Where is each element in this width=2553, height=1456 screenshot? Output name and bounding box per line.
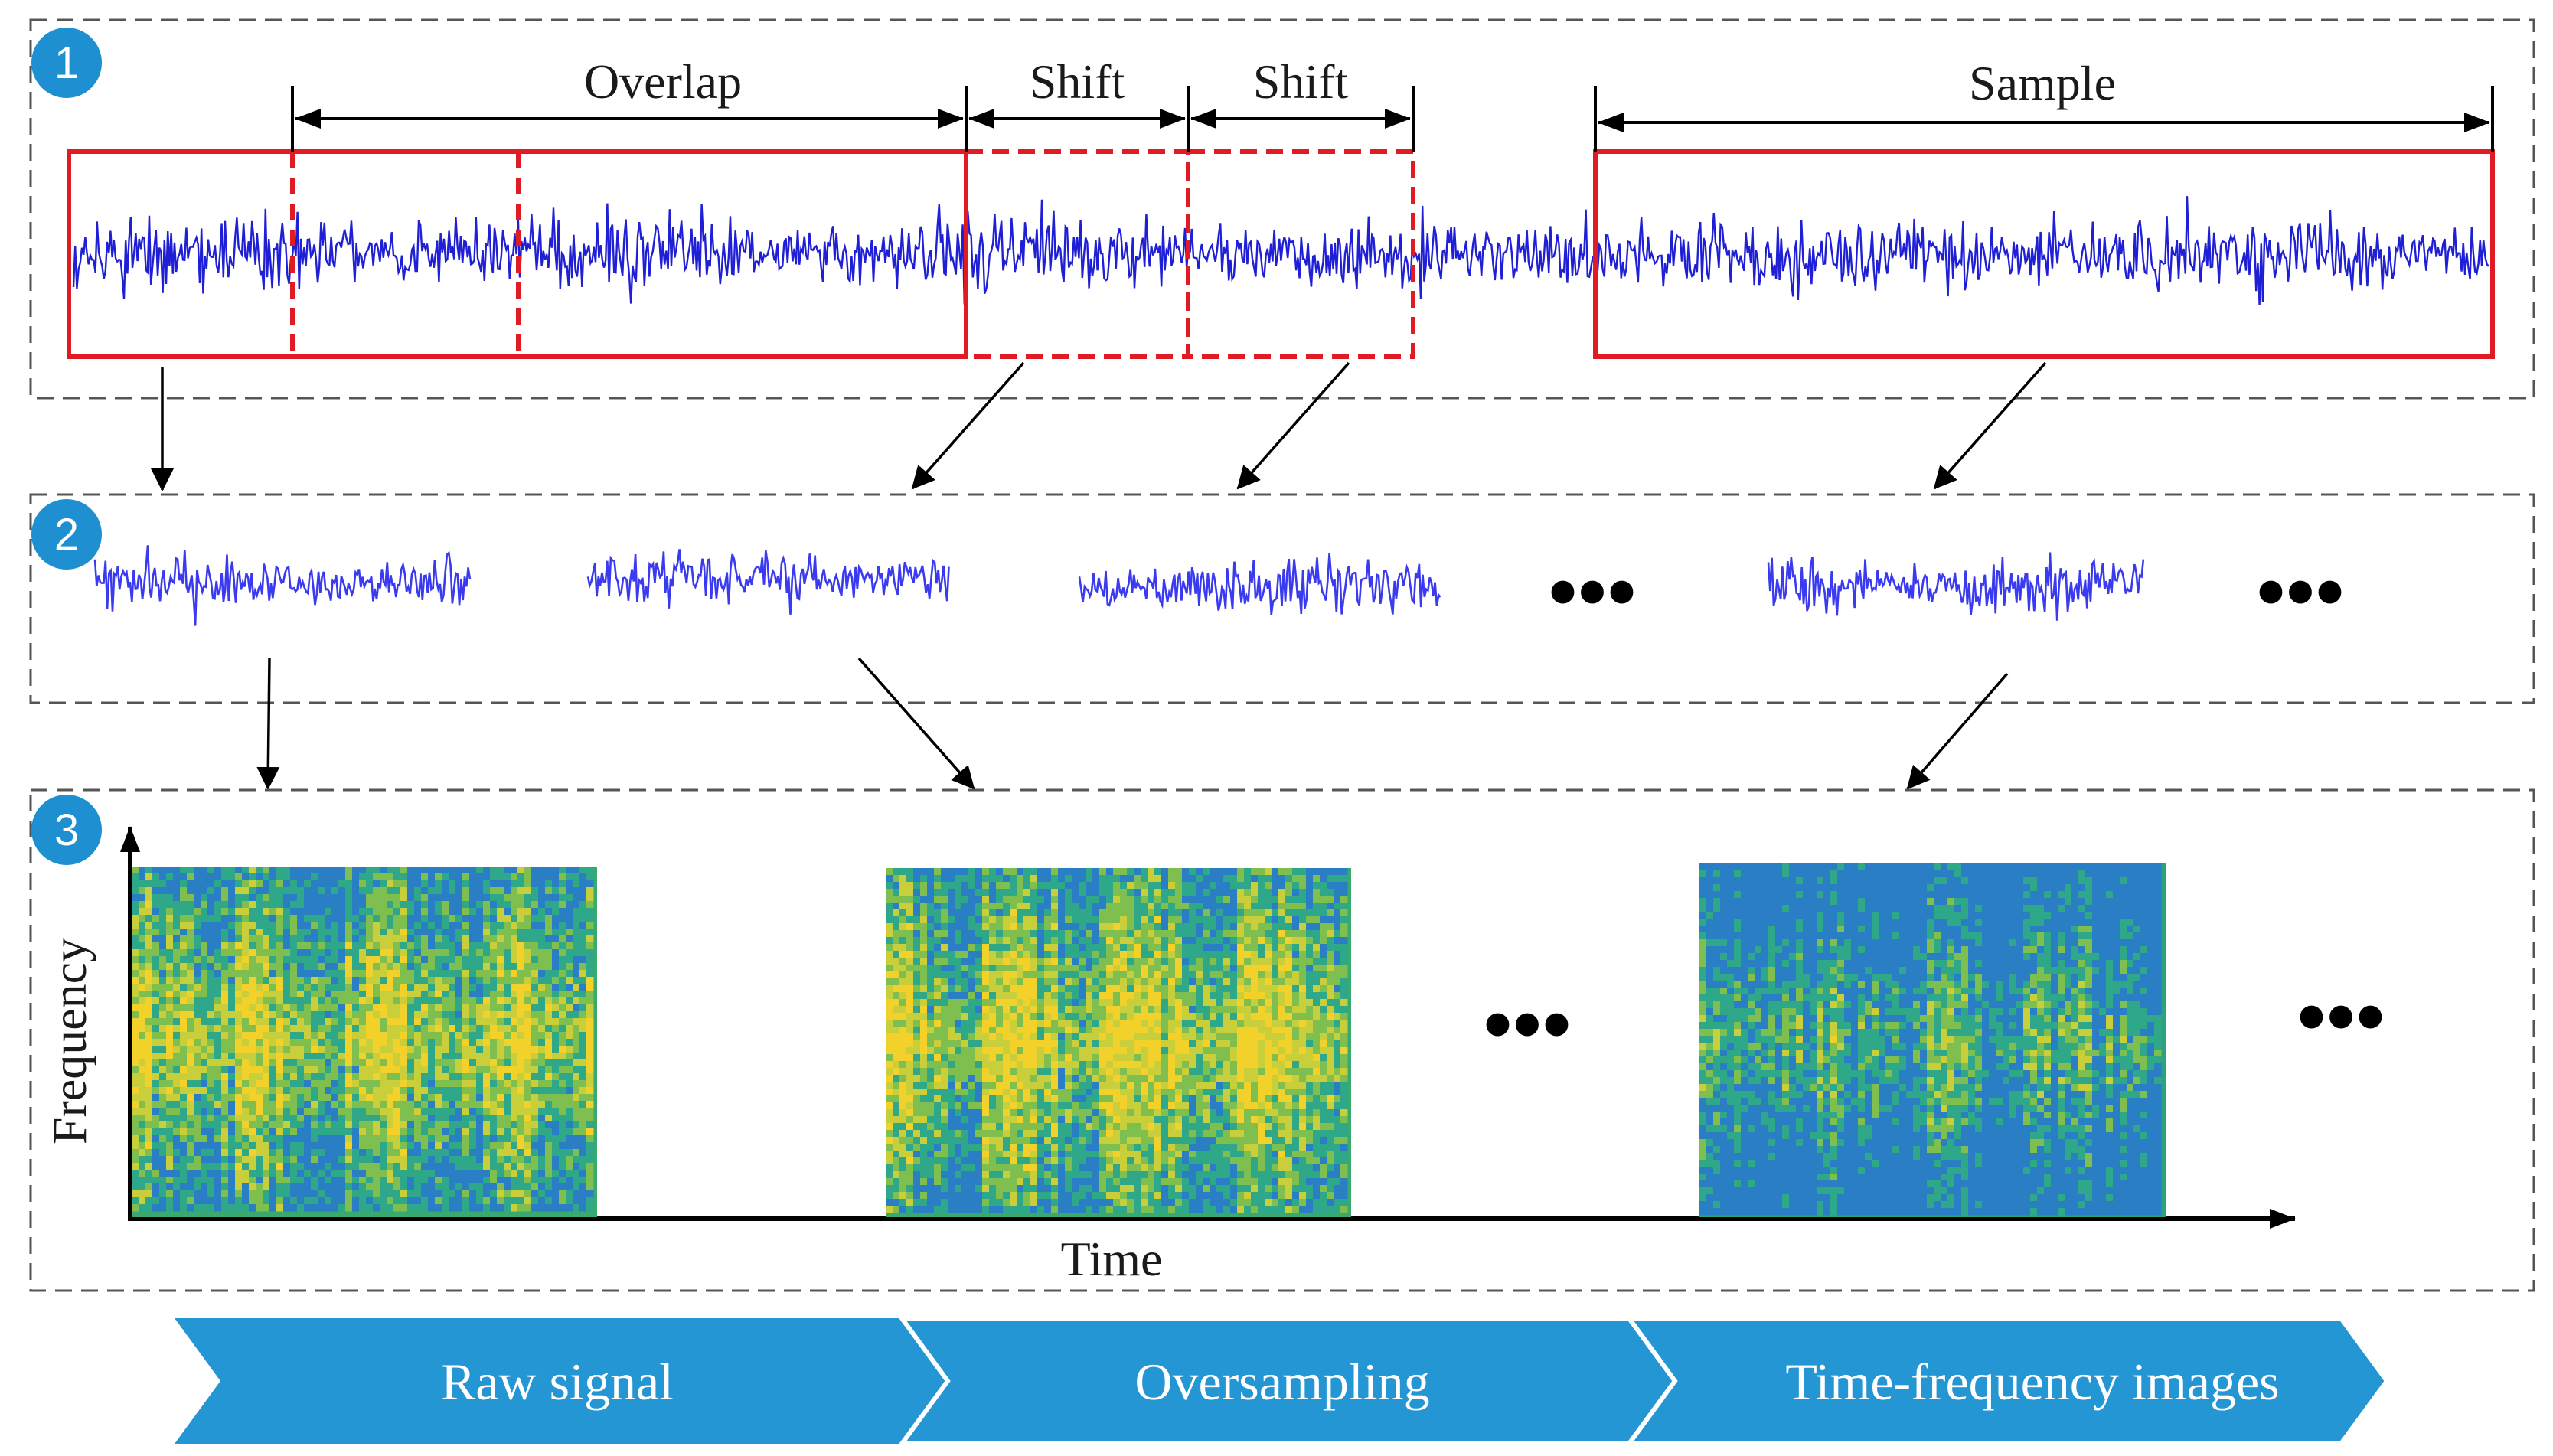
step-oversampling-label: Oversampling: [1134, 1353, 1429, 1411]
overlap-dimension: Overlap: [291, 54, 964, 152]
panel-2-badge: 2: [31, 499, 102, 570]
spectrogram-image: [132, 867, 597, 1217]
segments-ellipsis-1: •••: [1548, 545, 1637, 638]
shift-1-dimension: Shift: [965, 54, 1186, 152]
frequency-label: Frequency: [42, 938, 96, 1144]
segments-ellipsis-2: •••: [2256, 545, 2345, 638]
step-raw-signal: Raw signal: [175, 1318, 948, 1444]
panel-3-badge-number: 3: [54, 805, 79, 855]
panel-2-badge-number: 2: [54, 510, 79, 560]
step-time-frequency-images-label: Time-frequency images: [1785, 1353, 2279, 1411]
panel-raw-signal: 1 Overlap Shift Shift: [29, 18, 2535, 400]
panel-3-frame: [29, 788, 2535, 1292]
window-shift-2: [1186, 149, 1415, 359]
process-flow: Raw signal Oversampling Time-frequency i…: [175, 1316, 2390, 1446]
panel-2-frame: [29, 493, 2535, 704]
spectrogram-ellipsis-1: •••: [1483, 978, 1572, 1071]
spectrogram-image: [886, 868, 1351, 1217]
step-raw-signal-label: Raw signal: [441, 1353, 674, 1411]
window-sample: [1593, 149, 2495, 359]
step-time-frequency-images: Time-frequency images: [1624, 1316, 2390, 1446]
panel-segments: 2 ••• •••: [29, 493, 2535, 704]
sample-label: Sample: [1969, 56, 2116, 110]
panel-1-badge-number: 1: [54, 38, 79, 88]
segment-waveform: [1078, 553, 1441, 615]
shift-2-label: Shift: [1253, 54, 1349, 109]
arrows-2-to-3: [256, 657, 2009, 790]
panel-1-frame: [29, 18, 2535, 400]
overlap-label: Overlap: [584, 54, 742, 109]
panel-3-badge: 3: [31, 795, 102, 865]
segment-waveform: [1767, 552, 2145, 621]
panel-spectrograms: 3 Frequency Time ••• •••: [29, 788, 2535, 1292]
panel-1-badge: 1: [31, 28, 102, 98]
segment-waveform: [93, 545, 472, 626]
shift-2-dimension: Shift: [1187, 54, 1415, 152]
spectrogram-ellipsis-2: •••: [2297, 970, 2385, 1063]
sample-dimension: Sample: [1594, 56, 2494, 152]
spectrogram-image: [1699, 863, 2166, 1217]
raw-signal-waveform: [72, 196, 2489, 305]
shift-1-label: Shift: [1030, 54, 1125, 109]
arrows-1-to-2: [151, 361, 2047, 491]
step-oversampling: Oversampling: [897, 1316, 1678, 1446]
window-shift-1: [964, 149, 1190, 359]
time-label: Time: [1061, 1232, 1163, 1286]
segment-waveform: [586, 549, 950, 615]
